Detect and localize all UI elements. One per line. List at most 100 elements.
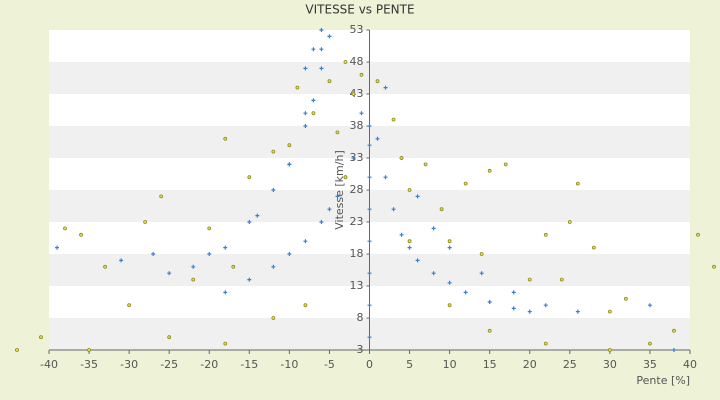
- point: [303, 239, 308, 244]
- point: [367, 175, 372, 180]
- point: [311, 98, 316, 103]
- point: [447, 245, 452, 250]
- point: [712, 264, 716, 269]
- point: [423, 162, 428, 167]
- point: [319, 47, 324, 52]
- point: [463, 290, 468, 295]
- point: [319, 66, 324, 71]
- point: [527, 309, 532, 314]
- point: [367, 335, 372, 340]
- point: [255, 213, 260, 218]
- x-tick-label: 40: [683, 358, 697, 371]
- x-tick-label: 25: [563, 358, 577, 371]
- point: [431, 226, 436, 231]
- point: [575, 309, 580, 314]
- x-tick-label: -20: [200, 358, 218, 371]
- chart-title: VITESSE vs PENTE: [305, 3, 414, 17]
- point: [55, 245, 60, 250]
- point: [271, 188, 276, 192]
- point: [399, 156, 404, 160]
- point: [407, 188, 412, 192]
- point: [399, 232, 404, 237]
- point: [559, 277, 564, 282]
- x-tick-label: -5: [324, 358, 335, 371]
- x-tick-label: -30: [120, 358, 138, 371]
- point: [303, 66, 308, 71]
- x-tick-label: 20: [523, 358, 537, 371]
- x-tick-label: 15: [483, 358, 497, 371]
- point: [15, 348, 19, 352]
- point: [375, 79, 380, 84]
- point: [287, 162, 292, 167]
- point: [447, 303, 452, 308]
- point: [151, 252, 156, 256]
- point: [367, 143, 372, 148]
- y-tick-label: 18: [350, 247, 364, 260]
- point: [119, 258, 124, 263]
- point: [303, 303, 308, 308]
- point: [191, 277, 196, 282]
- point: [447, 239, 452, 244]
- point: [159, 194, 164, 199]
- point: [271, 316, 276, 320]
- point: [543, 341, 548, 346]
- point: [648, 341, 652, 346]
- point: [191, 264, 196, 269]
- point: [103, 264, 107, 269]
- point: [383, 85, 388, 90]
- point: [295, 85, 300, 90]
- y-tick-label: 3: [357, 343, 364, 356]
- point: [311, 47, 316, 52]
- point: [351, 92, 356, 96]
- x-tick-label: -15: [240, 358, 258, 371]
- point: [247, 175, 252, 180]
- x-tick-label: 35: [643, 358, 657, 371]
- point: [247, 220, 252, 224]
- x-tick-label: -35: [80, 358, 98, 371]
- point: [575, 181, 580, 186]
- x-axis-title: Pente [%]: [636, 374, 690, 387]
- y-tick-label: 8: [357, 311, 364, 324]
- point: [391, 207, 396, 212]
- point: [367, 207, 372, 212]
- point: [167, 271, 172, 276]
- point: [223, 341, 228, 346]
- point: [231, 264, 236, 269]
- point: [431, 271, 436, 276]
- point: [375, 136, 380, 141]
- point: [303, 111, 308, 116]
- point: [79, 232, 83, 237]
- point: [327, 34, 332, 39]
- y-tick-label: 38: [350, 119, 364, 132]
- point: [407, 245, 412, 250]
- point: [367, 271, 372, 276]
- point: [527, 277, 532, 282]
- point: [319, 28, 324, 32]
- x-tick-label: -10: [280, 358, 298, 371]
- point: [343, 60, 348, 64]
- point: [335, 130, 340, 135]
- point: [463, 181, 468, 186]
- point: [367, 239, 372, 244]
- point: [327, 79, 332, 84]
- point: [359, 111, 364, 116]
- x-tick-label: 5: [406, 358, 413, 371]
- point: [415, 194, 420, 199]
- point: [487, 300, 492, 304]
- point: [511, 306, 516, 311]
- y-tick-label: 43: [350, 87, 364, 100]
- x-tick-label: 30: [603, 358, 617, 371]
- point: [591, 245, 596, 250]
- point: [287, 143, 292, 148]
- y-axis-title: Vitesse [km/h]: [333, 150, 346, 230]
- point: [479, 252, 484, 256]
- point: [223, 245, 228, 250]
- y-tick-label: 23: [350, 215, 364, 228]
- point: [447, 280, 452, 285]
- point: [167, 335, 172, 340]
- y-tick-label: 13: [350, 279, 364, 292]
- y-tick-label: 48: [350, 55, 364, 68]
- point: [415, 258, 420, 263]
- point: [696, 232, 700, 237]
